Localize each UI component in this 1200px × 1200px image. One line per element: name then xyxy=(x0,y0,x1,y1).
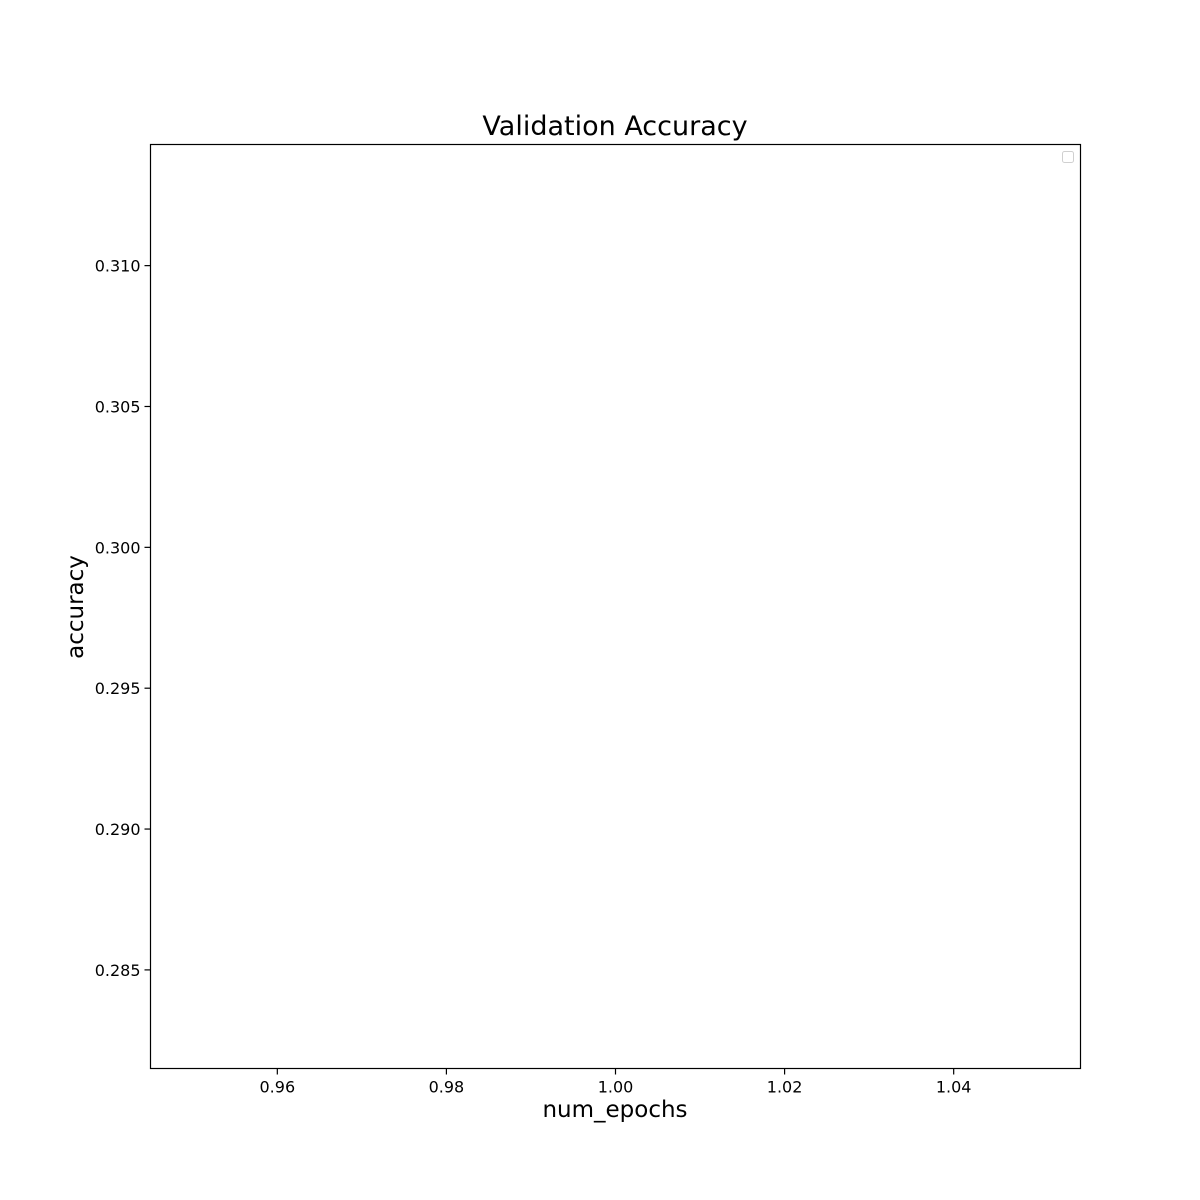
y-tick-label: 0.305 xyxy=(95,397,141,416)
y-tick-label: 0.310 xyxy=(95,257,141,276)
x-tick-label: 1.02 xyxy=(767,1078,803,1097)
plot-area-frame xyxy=(149,143,1082,1070)
y-tick-label: 0.300 xyxy=(95,538,141,557)
x-tick-label: 0.98 xyxy=(429,1078,465,1097)
x-tick-label: 1.04 xyxy=(936,1078,972,1097)
y-tick-label: 0.290 xyxy=(95,820,141,839)
legend-box xyxy=(1062,151,1074,163)
x-tick-label: 1.00 xyxy=(598,1078,634,1097)
chart-title: Validation Accuracy xyxy=(482,111,747,142)
y-tick-label: 0.295 xyxy=(95,679,141,698)
ticks-layer: 0.96 0.98 1.00 1.02 1.04 0.285 0.290 0.295 0.300… xyxy=(95,257,972,1097)
y-tick-label: 0.285 xyxy=(95,961,141,980)
x-axis-label: num_epochs xyxy=(542,1097,687,1123)
x-tick-label: 0.96 xyxy=(260,1078,296,1097)
y-axis-label: accuracy xyxy=(63,555,89,659)
